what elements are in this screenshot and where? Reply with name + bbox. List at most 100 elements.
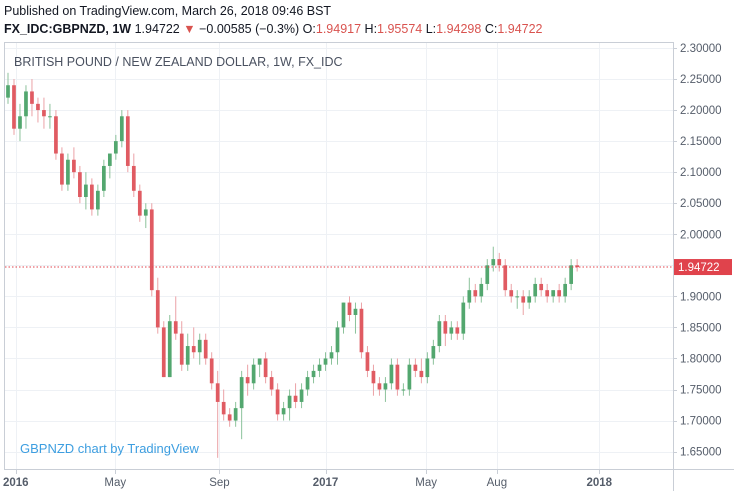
- candle-up[interactable]: [515, 296, 520, 298]
- candle-up[interactable]: [341, 302, 346, 328]
- candle-down[interactable]: [503, 265, 508, 291]
- candle-up[interactable]: [431, 346, 436, 359]
- candle-up[interactable]: [569, 265, 574, 284]
- candle-up[interactable]: [107, 153, 112, 166]
- candle-down[interactable]: [30, 91, 34, 104]
- candle-down[interactable]: [269, 377, 274, 390]
- candle-up[interactable]: [389, 364, 394, 384]
- candle-down[interactable]: [155, 290, 160, 328]
- candle-up[interactable]: [401, 389, 406, 391]
- candle-up[interactable]: [323, 358, 328, 365]
- candle-up[interactable]: [113, 141, 118, 154]
- candle-down[interactable]: [521, 296, 526, 303]
- candle-down[interactable]: [263, 358, 268, 378]
- candle-up[interactable]: [479, 283, 484, 297]
- candle-down[interactable]: [42, 110, 46, 117]
- candle-up[interactable]: [66, 159, 70, 185]
- candle-down[interactable]: [377, 383, 382, 390]
- candle-down[interactable]: [191, 346, 196, 353]
- candle-down[interactable]: [413, 364, 418, 371]
- candle-down[interactable]: [36, 103, 40, 111]
- candle-down[interactable]: [227, 414, 232, 421]
- candle-up[interactable]: [197, 339, 202, 353]
- candle-down[interactable]: [275, 389, 280, 415]
- candle-down[interactable]: [60, 153, 64, 185]
- candle-down[interactable]: [455, 327, 460, 334]
- candle-up[interactable]: [533, 283, 538, 297]
- candle-up[interactable]: [185, 346, 190, 365]
- candle-down[interactable]: [137, 190, 142, 216]
- candle-up[interactable]: [257, 358, 262, 365]
- candle-up[interactable]: [18, 116, 22, 129]
- candle-down[interactable]: [557, 290, 562, 297]
- candle-down[interactable]: [54, 116, 58, 154]
- candle-down[interactable]: [359, 308, 364, 353]
- candle-up[interactable]: [281, 408, 286, 415]
- candle-down[interactable]: [371, 370, 376, 384]
- candle-up[interactable]: [467, 290, 472, 303]
- candle-up[interactable]: [96, 190, 100, 210]
- candle-down[interactable]: [179, 333, 184, 365]
- candle-down[interactable]: [221, 401, 226, 415]
- candle-up[interactable]: [437, 321, 442, 347]
- candle-up[interactable]: [239, 377, 244, 409]
- candle-down[interactable]: [545, 290, 550, 297]
- candle-down[interactable]: [215, 383, 220, 402]
- candle-up[interactable]: [335, 327, 340, 353]
- candle-up[interactable]: [299, 389, 304, 402]
- candle-up[interactable]: [383, 383, 388, 390]
- candle-down[interactable]: [173, 321, 178, 334]
- candle-down[interactable]: [131, 165, 136, 191]
- candle-down[interactable]: [539, 283, 544, 291]
- candle-up[interactable]: [563, 283, 568, 297]
- candle-down[interactable]: [72, 159, 76, 173]
- candle-up[interactable]: [329, 352, 334, 359]
- tradingview-watermark[interactable]: GBPNZD chart by TradingView: [20, 441, 200, 456]
- candle-up[interactable]: [48, 116, 52, 118]
- candle-up[interactable]: [119, 116, 124, 142]
- candle-up[interactable]: [6, 85, 10, 98]
- last-price-marker: 1.94722: [5, 259, 732, 276]
- candle-down[interactable]: [395, 364, 400, 390]
- candle-up[interactable]: [311, 370, 316, 378]
- candle-up[interactable]: [84, 184, 88, 198]
- candle-up[interactable]: [317, 364, 322, 371]
- candle-up[interactable]: [101, 165, 106, 191]
- candle-up[interactable]: [251, 364, 256, 384]
- candle-up[interactable]: [233, 408, 238, 421]
- candle-down[interactable]: [443, 321, 448, 334]
- candle-up[interactable]: [407, 364, 412, 390]
- candle-up[interactable]: [527, 296, 532, 303]
- candle-down[interactable]: [245, 377, 250, 384]
- candle-down[interactable]: [575, 265, 580, 268]
- candle-down[interactable]: [473, 290, 478, 297]
- candle-up[interactable]: [353, 308, 358, 315]
- candle-up[interactable]: [461, 302, 466, 334]
- candle-up[interactable]: [24, 91, 28, 117]
- candle-down[interactable]: [419, 370, 424, 378]
- candle-down[interactable]: [203, 339, 208, 359]
- candle-down[interactable]: [161, 327, 166, 378]
- candle-up[interactable]: [425, 358, 430, 378]
- candle-down[interactable]: [12, 85, 16, 129]
- candle-down[interactable]: [497, 259, 502, 266]
- candle-up[interactable]: [485, 265, 490, 284]
- candle-down[interactable]: [209, 358, 214, 384]
- candle-up[interactable]: [305, 377, 310, 390]
- candle-up[interactable]: [167, 321, 172, 378]
- candle-up[interactable]: [551, 290, 556, 297]
- candle-up[interactable]: [287, 395, 292, 409]
- candle-up[interactable]: [449, 327, 454, 334]
- candle-down[interactable]: [509, 290, 514, 297]
- candle-down[interactable]: [293, 395, 298, 402]
- candle-down[interactable]: [149, 209, 154, 291]
- candle-down[interactable]: [78, 172, 82, 198]
- candle-down[interactable]: [90, 184, 94, 210]
- candle-up[interactable]: [143, 209, 148, 216]
- candle-down[interactable]: [125, 116, 130, 166]
- last-price: 1.94722: [134, 22, 180, 36]
- candle-up[interactable]: [491, 259, 496, 266]
- candle-down[interactable]: [365, 352, 370, 371]
- candle-down[interactable]: [347, 302, 352, 315]
